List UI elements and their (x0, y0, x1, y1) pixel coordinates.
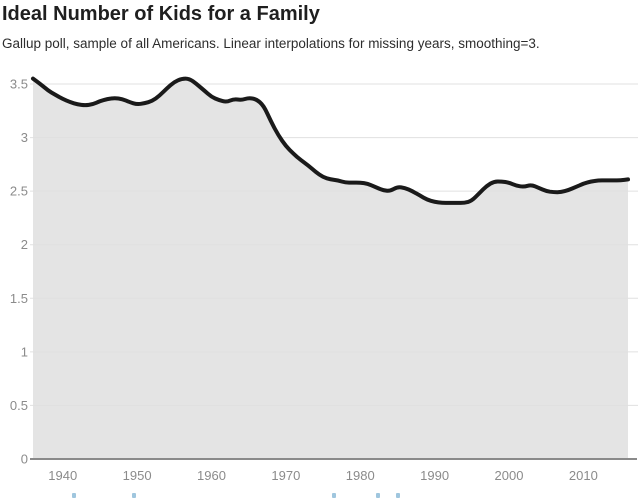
x-tick-label: 2010 (569, 468, 598, 483)
x-tick-label: 1970 (271, 468, 300, 483)
clipped-text-fragment (376, 493, 380, 498)
clipped-text-fragment (396, 493, 400, 498)
clipped-text-fragment (72, 493, 76, 498)
y-tick-label: 3.5 (10, 77, 28, 92)
x-tick-label: 1940 (48, 468, 77, 483)
x-tick-label: 1980 (346, 468, 375, 483)
y-tick-label: 1 (21, 344, 28, 359)
x-tick-label: 1950 (123, 468, 152, 483)
clipped-text-fragment (332, 493, 336, 498)
chart-subtitle: Gallup poll, sample of all Americans. Li… (2, 36, 540, 51)
x-tick-label: 2000 (495, 468, 524, 483)
x-tick-label: 1990 (420, 468, 449, 483)
y-tick-label: 3 (21, 130, 28, 145)
source-link-clipped[interactable] (0, 490, 640, 498)
y-tick-label: 2.5 (10, 184, 28, 199)
y-tick-label: 0 (21, 452, 28, 467)
area-fill (33, 78, 628, 459)
chart-title: Ideal Number of Kids for a Family (2, 3, 320, 25)
x-tick-label: 1960 (197, 468, 226, 483)
y-tick-label: 0.5 (10, 398, 28, 413)
clipped-text-fragment (132, 493, 136, 498)
trend-line (31, 76, 630, 205)
y-tick-label: 1.5 (10, 291, 28, 306)
y-tick-label: 2 (21, 237, 28, 252)
